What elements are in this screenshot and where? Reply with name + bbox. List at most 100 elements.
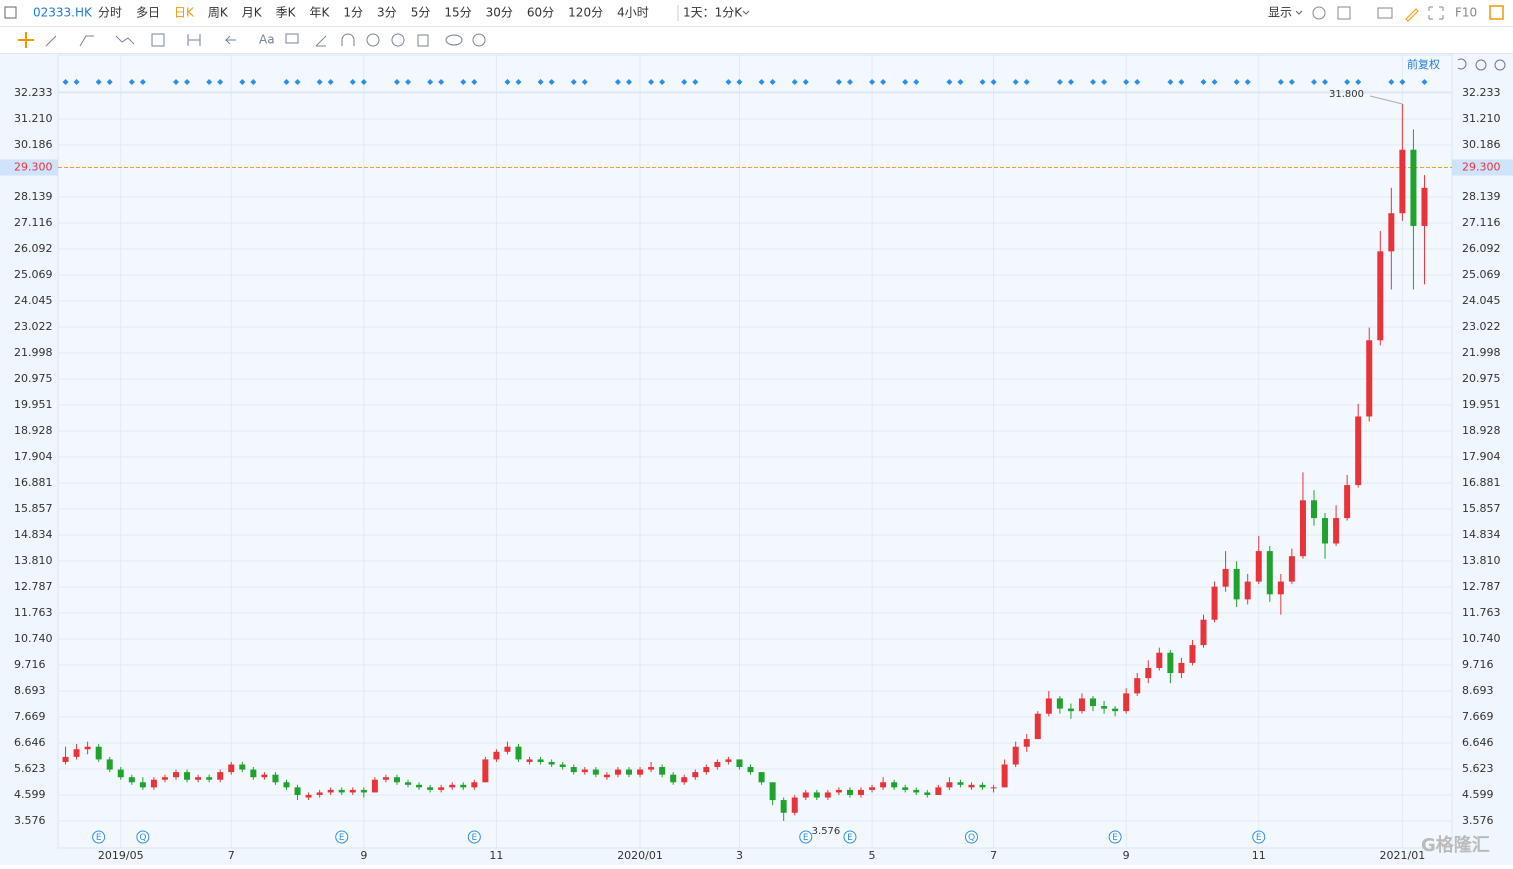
x-tick-label: 3 <box>736 849 743 862</box>
event-marker-label: E <box>96 833 102 843</box>
candle-body <box>283 782 290 788</box>
candle-body <box>305 794 312 798</box>
event-dot <box>504 79 511 85</box>
event-dot <box>1090 79 1097 85</box>
reset-icon[interactable] <box>1457 58 1467 70</box>
event-dot <box>95 79 102 85</box>
candle-body <box>294 787 301 795</box>
arrow-tool[interactable] <box>224 35 236 45</box>
event-marker <box>136 830 150 844</box>
event-dot <box>835 79 842 85</box>
event-dot <box>537 79 544 85</box>
candle-body <box>349 789 356 793</box>
period-tab[interactable]: 多日 <box>136 6 160 20</box>
tool-settings[interactable] <box>472 33 486 47</box>
layout-icon[interactable] <box>1337 6 1351 20</box>
event-dot <box>1200 79 1207 85</box>
event-marker <box>467 830 481 844</box>
period-tab[interactable]: 日K <box>174 6 195 20</box>
period-tab[interactable]: 年K <box>310 6 331 20</box>
adjust-mode[interactable]: 前复权 <box>1407 57 1440 71</box>
f10-button[interactable]: F10 <box>1455 6 1477 20</box>
candle-body <box>1189 645 1196 663</box>
event-marker-label: E <box>471 833 477 843</box>
event-dot <box>725 79 732 85</box>
candle-body <box>791 797 798 813</box>
candle-body <box>902 787 909 790</box>
wave-tool[interactable] <box>115 35 135 45</box>
interval-select[interactable]: 1天：1分K <box>683 6 743 20</box>
y-tick-label-right: 11.763 <box>1462 606 1501 619</box>
note-tool[interactable] <box>285 33 299 44</box>
period-tab[interactable]: 120分 <box>568 6 603 20</box>
settings-icon[interactable] <box>1312 6 1326 20</box>
y-tick-label-right: 20.975 <box>1462 372 1501 385</box>
period-tab[interactable]: 3分 <box>377 6 397 20</box>
y-tick-label: 8.693 <box>14 684 46 697</box>
event-dot <box>769 79 776 85</box>
candle-body <box>1377 251 1384 341</box>
candle-body <box>736 759 743 768</box>
candle-body <box>206 777 213 780</box>
event-dot <box>515 79 522 85</box>
move-tool[interactable] <box>18 32 34 48</box>
candle-body <box>382 777 389 780</box>
x-tick-label: 11 <box>1252 849 1266 862</box>
candle-body <box>758 772 765 783</box>
hide-tool[interactable] <box>391 33 405 47</box>
period-tab[interactable]: 月K <box>242 6 263 20</box>
panel-icon[interactable] <box>1489 5 1504 20</box>
y-tick-label-right: 21.998 <box>1462 346 1501 359</box>
candle-body <box>1288 556 1295 582</box>
y-tick-label: 3.576 <box>14 814 46 827</box>
period-tab[interactable]: 30分 <box>486 6 513 20</box>
range-tool[interactable] <box>187 34 201 46</box>
fib-tool[interactable] <box>151 33 165 47</box>
candle-body <box>614 769 621 775</box>
dropdown-arrow <box>742 10 750 15</box>
period-tab[interactable]: 季K <box>276 6 297 20</box>
sidebar-toggle[interactable] <box>4 6 17 19</box>
y-tick-label: 6.646 <box>14 736 46 749</box>
zoom-in[interactable] <box>1494 59 1506 71</box>
period-tab[interactable]: 4小时 <box>617 6 649 20</box>
event-dot <box>913 79 920 85</box>
link-tool[interactable] <box>445 34 463 46</box>
event-dot <box>62 79 69 85</box>
candle-body <box>592 769 599 775</box>
y-tick-label: 13.810 <box>14 554 53 567</box>
event-dot <box>1277 79 1284 85</box>
candle-body <box>1333 518 1340 544</box>
event-marker <box>843 830 857 844</box>
event-dot <box>294 79 301 85</box>
event-marker <box>799 830 813 844</box>
text-tool[interactable]: Aa <box>259 33 275 47</box>
candle-body <box>360 789 367 793</box>
angle-tool[interactable] <box>315 35 327 47</box>
fullscreen-icon[interactable] <box>1428 6 1444 20</box>
zoom-out[interactable] <box>1475 59 1487 71</box>
ray-tool[interactable] <box>79 35 94 47</box>
period-tab[interactable]: 分时 <box>98 6 122 20</box>
event-dot <box>902 79 909 85</box>
period-tab[interactable]: 5分 <box>411 6 431 20</box>
period-tab[interactable]: 15分 <box>444 6 471 20</box>
delete-tool[interactable] <box>417 34 429 47</box>
event-dot <box>802 79 809 85</box>
camera-icon[interactable] <box>1377 7 1393 19</box>
event-dot <box>460 79 467 85</box>
period-tab[interactable]: 1分 <box>343 6 363 20</box>
draw-icon[interactable] <box>1405 8 1419 22</box>
period-tab[interactable]: 60分 <box>527 6 554 20</box>
magnet-tool[interactable] <box>341 33 355 46</box>
sync-tool[interactable] <box>366 33 380 47</box>
event-dot <box>1123 79 1130 85</box>
display-menu[interactable]: 显示 <box>1268 6 1292 20</box>
y-tick-label: 30.186 <box>14 138 53 151</box>
event-dot <box>73 79 80 85</box>
y-tick-label-right: 18.928 <box>1462 424 1501 437</box>
period-tab[interactable]: 周K <box>208 6 229 20</box>
symbol[interactable]: 02333.HK <box>33 6 93 20</box>
line-tool[interactable] <box>45 35 57 47</box>
candle-body <box>1322 518 1329 544</box>
